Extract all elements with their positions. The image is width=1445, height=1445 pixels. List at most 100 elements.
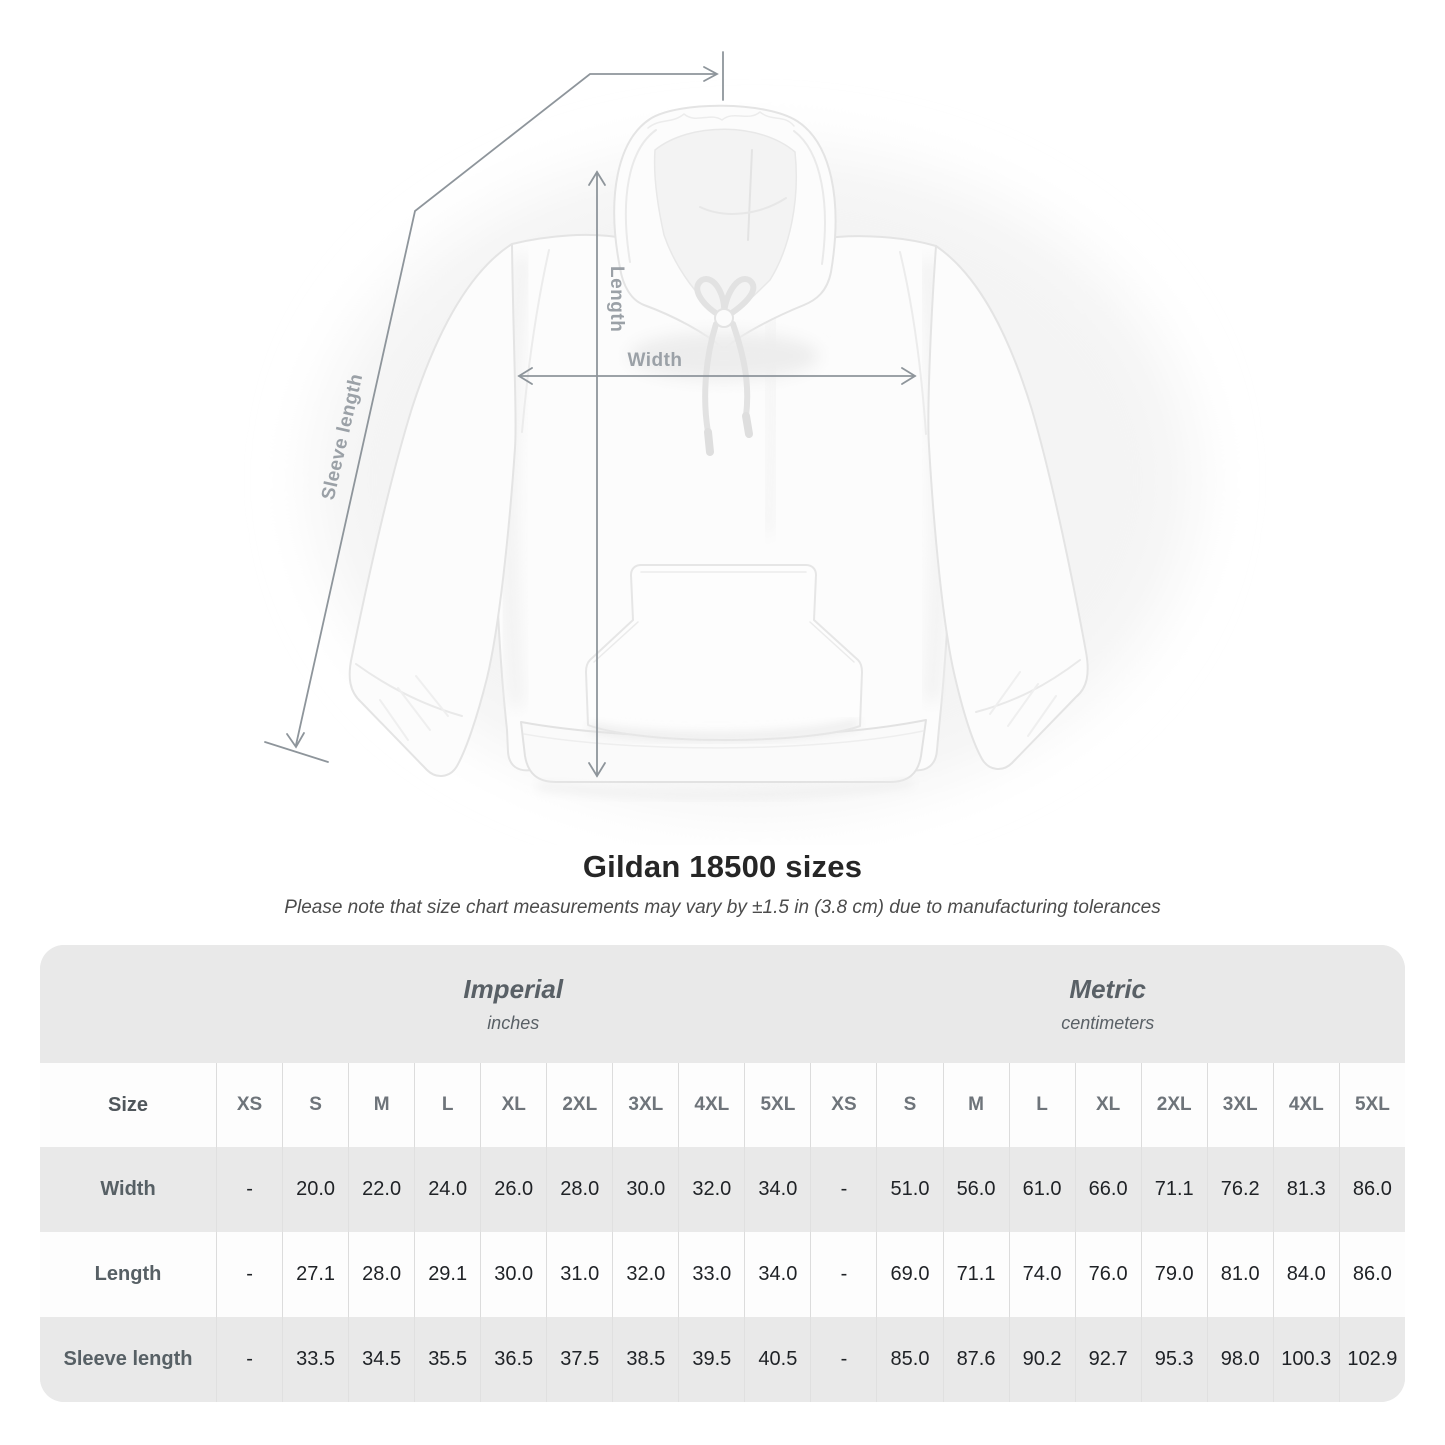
table-cell: 81.3 [1272,1147,1339,1232]
table-cell: 34.0 [744,1232,811,1317]
table-cell: 85.0 [876,1317,943,1402]
table-cell: 56.0 [942,1147,1009,1232]
width-measure [517,367,917,385]
table-cell: 86.0 [1338,1232,1405,1317]
table-cell: 34.0 [744,1147,811,1232]
sleeve-length-row: Sleeve length - 33.5 34.5 35.5 36.5 37.5… [40,1317,1405,1402]
table-cell: - [810,1317,877,1402]
table-cell: 100.3 [1272,1317,1339,1402]
imperial-section-unit: inches [487,1013,540,1033]
table-cell: 98.0 [1206,1317,1273,1402]
length-label: Length [606,266,627,332]
size-header: S [876,1063,943,1147]
table-cell: 71.1 [942,1232,1009,1317]
table-cell: 32.0 [612,1232,679,1317]
row-label: Length [40,1232,216,1317]
table-cell: 36.5 [480,1317,547,1402]
table-cell: 51.0 [876,1147,943,1232]
table-cell: - [810,1232,877,1317]
table-cell: - [216,1317,283,1402]
size-header: XL [1074,1063,1141,1147]
hoodie-right-sleeve [927,245,1089,770]
size-table-container: Imperial inches Metric centimeters Size … [40,945,1405,1402]
sizes-header-row: Size XS S M L XL 2XL 3XL 4XL 5XL XS S M … [40,1063,1405,1147]
table-cell: 87.6 [942,1317,1009,1402]
table-cell: 71.1 [1140,1147,1207,1232]
table-cell: 90.2 [1008,1317,1075,1402]
table-cell: 30.0 [480,1232,547,1317]
table-cell: 86.0 [1338,1147,1405,1232]
table-cell: 20.0 [282,1147,349,1232]
sleeve-length-measure [264,51,724,763]
size-header: M [348,1063,415,1147]
table-cell: 29.1 [414,1232,481,1317]
hoodie-illustration [348,104,1089,799]
row-label: Sleeve length [40,1317,216,1402]
row-label: Width [40,1147,216,1232]
table-cell: 61.0 [1008,1147,1075,1232]
table-cell: - [216,1232,283,1317]
size-header: 3XL [612,1063,679,1147]
table-cell: 37.5 [546,1317,613,1402]
size-header: L [1008,1063,1075,1147]
metric-section-unit: centimeters [1061,1013,1155,1033]
title-block: Gildan 18500 sizes Please note that size… [0,849,1445,919]
length-row: Length - 27.1 28.0 29.1 30.0 31.0 32.0 3… [40,1232,1405,1317]
hoodie-measurement-diagram: Sleeve length Length Width [264,51,1195,810]
size-header: 5XL [1338,1063,1405,1147]
table-cell: 35.5 [414,1317,481,1402]
table-cell: 33.5 [282,1317,349,1402]
metric-section-header: Metric centimeters [810,945,1405,1063]
size-header: 5XL [744,1063,811,1147]
units-corner-cell [40,945,216,1063]
table-cell: 76.0 [1074,1232,1141,1317]
table-cell: 38.5 [612,1317,679,1402]
size-header: XL [480,1063,547,1147]
table-cell: 26.0 [480,1147,547,1232]
table-cell: 69.0 [876,1232,943,1317]
length-measure [588,170,606,778]
hood-interior [653,128,798,321]
table-cell: - [216,1147,283,1232]
size-header: 2XL [1140,1063,1207,1147]
hoodie-left-sleeve [348,243,517,777]
size-header: 3XL [1206,1063,1273,1147]
table-cell: 34.5 [348,1317,415,1402]
measurement-annotations [264,51,917,778]
table-cell: 95.3 [1140,1317,1207,1402]
table-cell: 81.0 [1206,1232,1273,1317]
width-label: Width [627,350,682,371]
size-header: M [942,1063,1009,1147]
tolerance-note: Please note that size chart measurements… [284,897,1161,918]
table-cell: 22.0 [348,1147,415,1232]
size-header: S [282,1063,349,1147]
table-cell: 84.0 [1272,1232,1339,1317]
size-header: 4XL [678,1063,745,1147]
table-cell: 28.0 [348,1232,415,1317]
width-row: Width - 20.0 22.0 24.0 26.0 28.0 30.0 32… [40,1147,1405,1232]
table-cell: 30.0 [612,1147,679,1232]
table-cell: 74.0 [1008,1232,1075,1317]
table-cell: 92.7 [1074,1317,1141,1402]
size-column-header: Size [40,1063,216,1147]
table-cell: 24.0 [414,1147,481,1232]
units-row: Imperial inches Metric centimeters [40,945,1405,1063]
metric-section-title: Metric [1069,974,1146,1004]
size-header: 2XL [546,1063,613,1147]
table-cell: 31.0 [546,1232,613,1317]
table-cell: 32.0 [678,1147,745,1232]
table-cell: 79.0 [1140,1232,1207,1317]
size-header: XS [216,1063,283,1147]
table-cell: 28.0 [546,1147,613,1232]
table-cell: - [810,1147,877,1232]
size-header: XS [810,1063,877,1147]
size-header: L [414,1063,481,1147]
table-cell: 27.1 [282,1232,349,1317]
size-chart-table: Imperial inches Metric centimeters Size … [40,945,1405,1402]
imperial-section-title: Imperial [463,974,564,1004]
table-cell: 40.5 [744,1317,811,1402]
imperial-section-header: Imperial inches [216,945,811,1063]
table-cell: 102.9 [1338,1317,1405,1402]
table-cell: 39.5 [678,1317,745,1402]
